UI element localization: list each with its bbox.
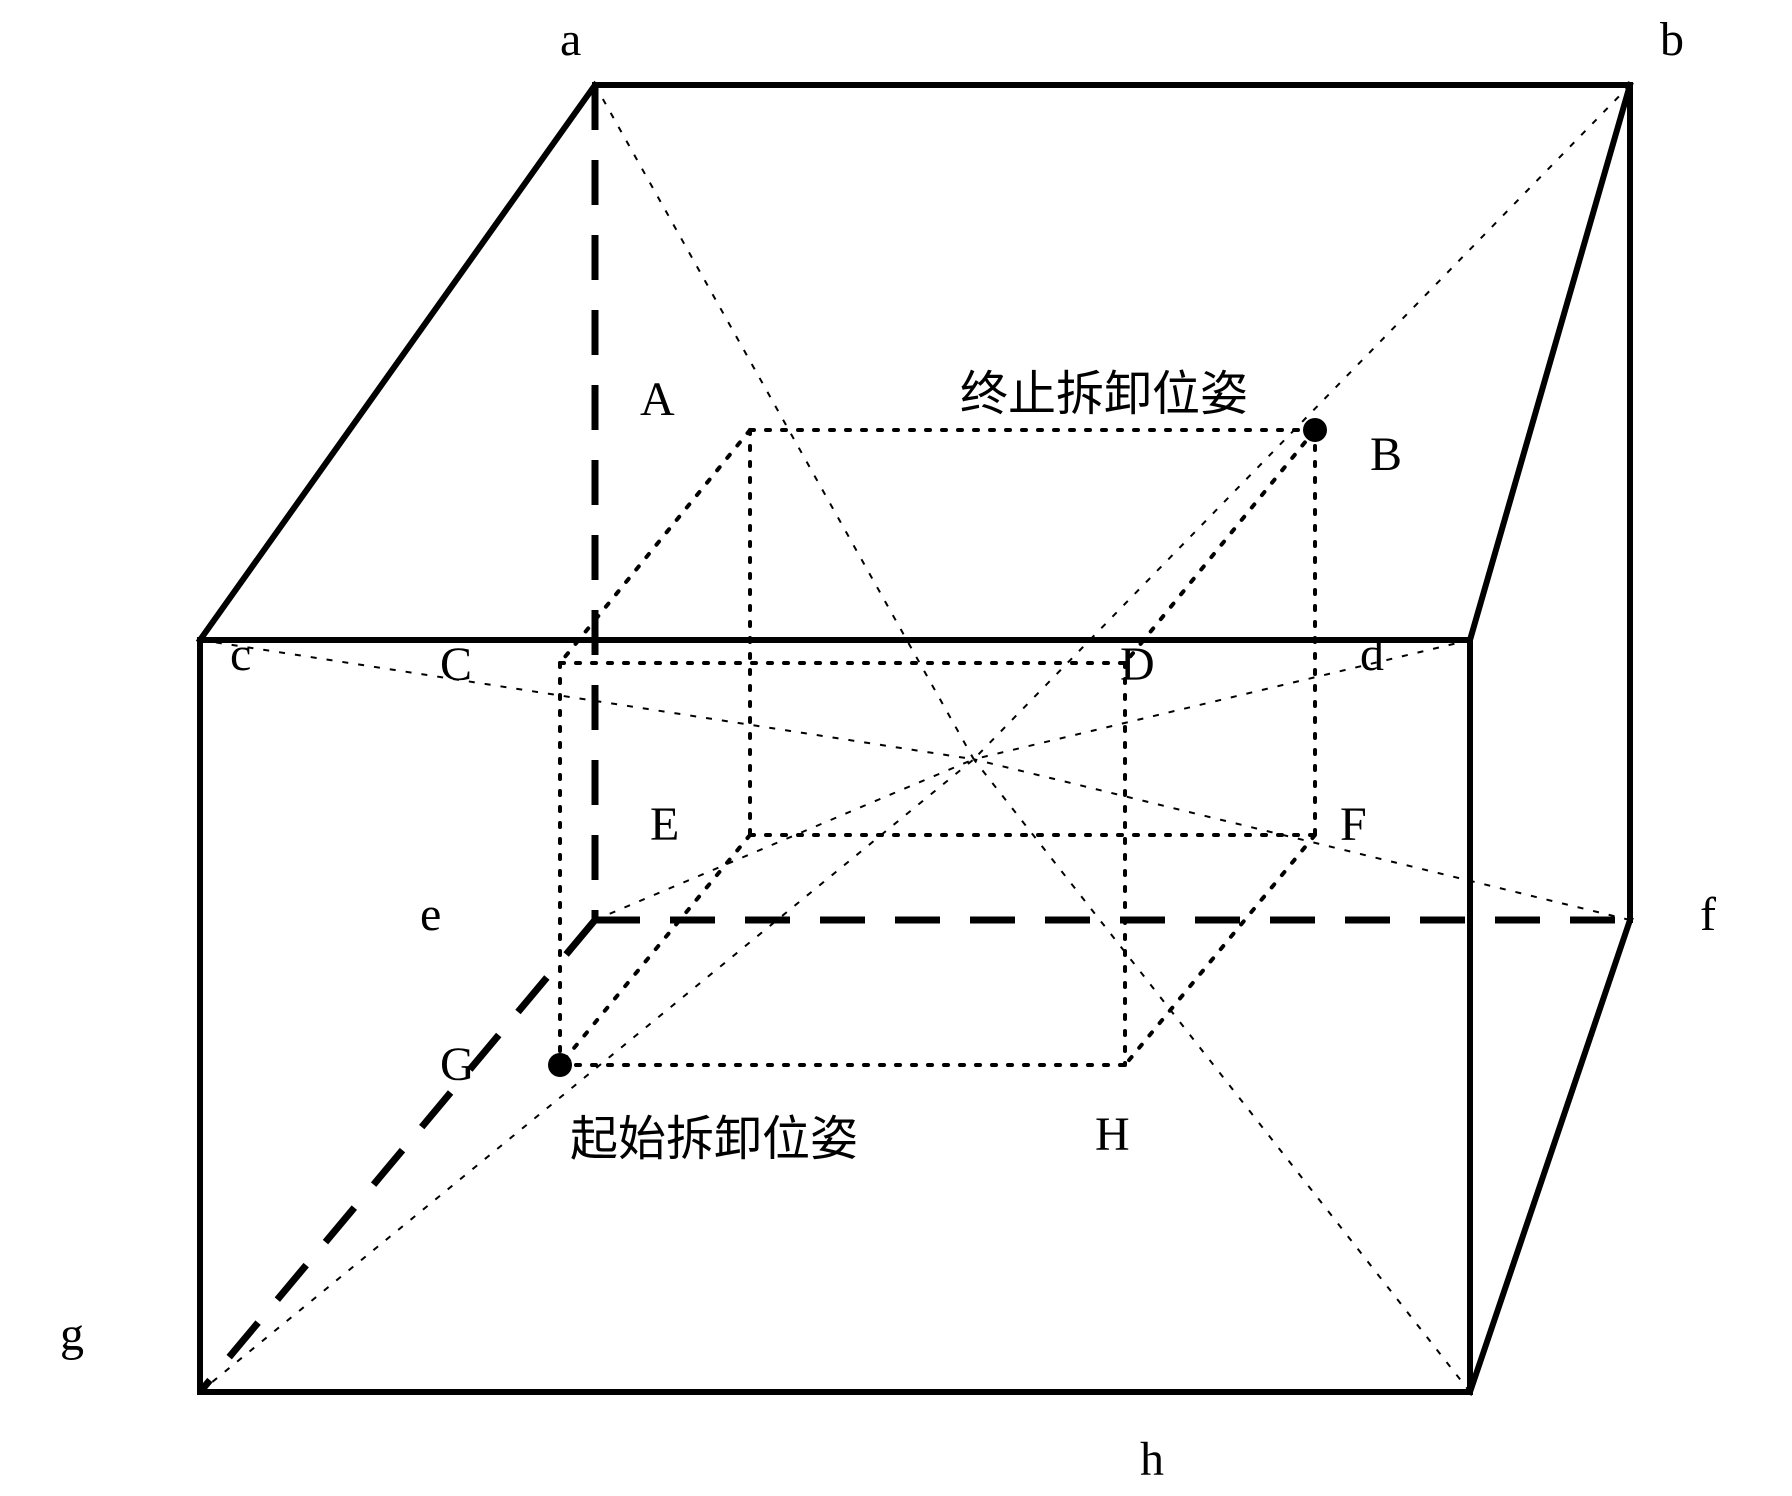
- label-outer-f: f: [1700, 888, 1716, 941]
- outer-edge-eg: [200, 920, 595, 1392]
- label-outer-a: a: [560, 13, 581, 66]
- label-outer-g: g: [60, 1308, 84, 1361]
- label-start-pose: 起始拆卸位姿: [570, 1113, 858, 1166]
- label-inner-A: A: [640, 373, 675, 426]
- label-terminal-pose: 终止拆卸位姿: [960, 368, 1248, 421]
- perspective-ray-h: [974, 759, 1470, 1392]
- label-outer-b: b: [1660, 13, 1684, 66]
- outer-edge-fh: [1470, 920, 1630, 1392]
- label-inner-F: F: [1340, 798, 1367, 851]
- inner-edge-BD: [1125, 430, 1315, 663]
- outer-edge-ac: [200, 85, 595, 640]
- label-inner-E: E: [650, 798, 679, 851]
- perspective-ray-c: [200, 640, 974, 759]
- label-outer-e: e: [420, 888, 441, 941]
- label-inner-D: D: [1120, 638, 1155, 691]
- label-outer-c: c: [230, 628, 251, 681]
- label-outer-h: h: [1140, 1433, 1164, 1486]
- label-inner-H: H: [1095, 1108, 1130, 1161]
- inner-edge-FH: [1125, 835, 1315, 1065]
- inner-edge-AC: [560, 430, 750, 663]
- inner-edge-EG: [560, 835, 750, 1065]
- perspective-ray-g: [200, 759, 974, 1392]
- perspective-ray-d: [974, 640, 1470, 759]
- terminal-point: [1303, 418, 1327, 442]
- start-point: [548, 1053, 572, 1077]
- label-outer-d: d: [1360, 628, 1384, 681]
- label-inner-G: G: [440, 1038, 475, 1091]
- label-inner-C: C: [440, 638, 472, 691]
- perspective-ray-f: [974, 759, 1630, 920]
- label-inner-B: B: [1370, 428, 1402, 481]
